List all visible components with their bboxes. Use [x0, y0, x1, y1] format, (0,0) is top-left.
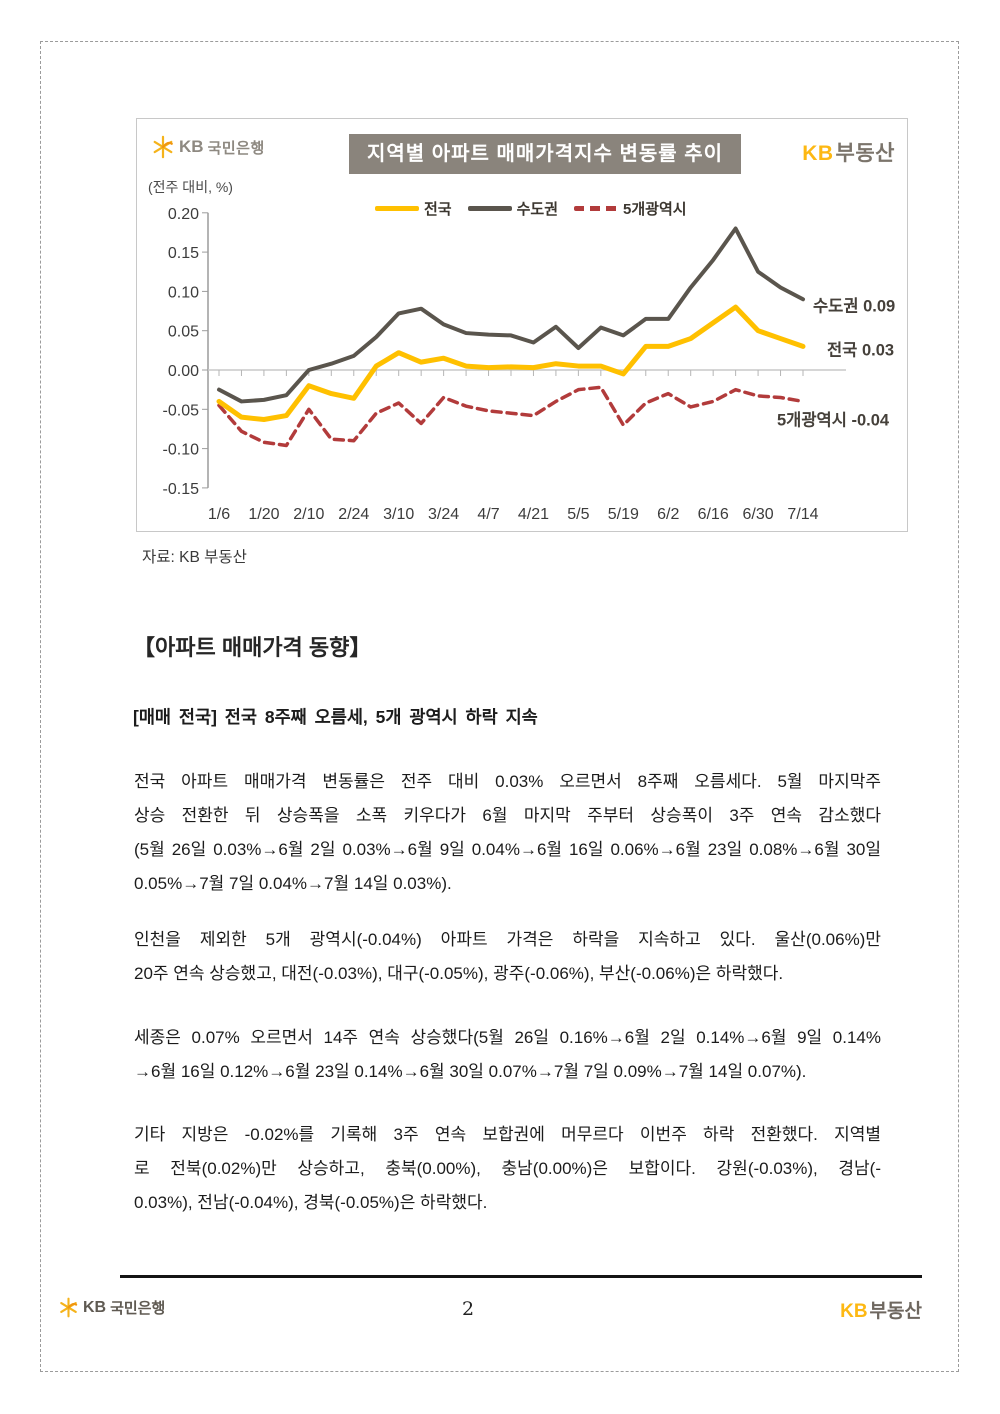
- legend-label-gwangyeoksi: 5개광역시: [623, 201, 687, 218]
- paragraph-line: 로 전북(0.02%)만 상승하고, 충북(0.00%), 충남(0.00%)은…: [134, 1159, 881, 1178]
- footer-rule: [120, 1275, 922, 1278]
- footer-kb-realestate-logo: KB 부동산: [840, 1296, 922, 1323]
- series-end-label: 수도권 0.09: [813, 296, 895, 315]
- paragraph-line: 기타 지방은 -0.02%를 기록해 3주 연속 보합권에 머무르다 이번주 하…: [134, 1125, 881, 1144]
- y-tick-label: -0.05: [163, 402, 200, 419]
- legend-swatch-sudogwon: [467, 206, 512, 211]
- bank-logo-kb: KB: [179, 137, 204, 156]
- y-tick-label: 0.10: [168, 284, 199, 301]
- footer-kb-bank-logo: KB 국민은행: [58, 1297, 165, 1318]
- y-tick-label: 0.00: [168, 363, 199, 380]
- kb-star-icon: [151, 135, 175, 159]
- y-tick-label: -0.15: [163, 481, 200, 498]
- x-tick-label: 6/16: [698, 506, 729, 523]
- chart-unit-label: (전주 대비, %): [148, 179, 233, 195]
- x-tick-label: 1/6: [208, 506, 230, 523]
- x-tick-label: 6/2: [657, 506, 679, 523]
- section-heading: 【아파트 매매가격 동향】: [133, 635, 372, 660]
- legend-label-jeonguk: 전국: [424, 201, 452, 218]
- legend-swatch-gwangyeoksi: [574, 206, 619, 211]
- footer-bank-logo-kb: KB: [83, 1298, 107, 1316]
- series-line-2: [217, 385, 805, 448]
- brand-logo-suffix: 부동산: [835, 142, 895, 165]
- page-number: 2: [461, 1298, 475, 1320]
- bank-logo-name: 국민은행: [207, 139, 265, 157]
- article-subheading: [매매 전국] 전국 8주째 오름세, 5개 광역시 하락 지속: [133, 707, 538, 727]
- paragraph-sejong: 세종은 0.07% 오르면서 14주 연속 상승했다(5월 26일 0.16%→…: [134, 1021, 881, 1089]
- paragraph-line: 세종은 0.07% 오르면서 14주 연속 상승했다(5월 26일 0.16%→…: [134, 1028, 881, 1047]
- brand-logo-kb: KB: [802, 142, 834, 165]
- chart-title: 지역별 아파트 매매가격지수 변동률 추이: [349, 134, 741, 174]
- paragraph-national-trend: 전국 아파트 매매가격 변동률은 전주 대비 0.03% 오르면서 8주째 오름…: [134, 765, 881, 901]
- paragraph-line: 상승 전환한 뒤 상승폭을 소폭 키우다가 6월 마지막 주부터 상승폭이 3주…: [134, 806, 881, 825]
- paragraph-line: 20주 연속 상승했고, 대전(-0.03%), 대구(-0.05%), 광주(…: [134, 964, 784, 983]
- legend-swatch-jeonguk: [375, 206, 419, 211]
- legend-label-sudogwon: 수도권: [516, 201, 559, 218]
- chart-legend: 전국 수도권 5개광역시: [375, 198, 687, 219]
- kb-realestate-logo: KB부동산: [802, 137, 895, 167]
- x-tick-label: 1/20: [248, 506, 279, 523]
- kb-bank-logo: KB 국민은행: [151, 135, 265, 159]
- x-tick-label: 7/14: [787, 506, 818, 523]
- page-border: [40, 41, 959, 1372]
- legend-item-sudogwon: 수도권: [467, 198, 559, 219]
- x-tick-label: 3/10: [383, 506, 414, 523]
- series-end-label: 전국 0.03: [827, 340, 894, 359]
- paragraph-line: →6월 16일 0.12%→6월 23일 0.14%→6월 30일 0.07%→…: [134, 1062, 807, 1081]
- series-line-1: [217, 226, 805, 404]
- footer-brand-logo-kb: KB: [840, 1301, 868, 1322]
- x-tick-label: 6/30: [743, 506, 774, 523]
- y-axis: 0.20 0.15 0.10 0.05 0.00 -0.05 -0.10 -0.15: [163, 206, 209, 498]
- price-index-line-chart: 0.20 0.15 0.10 0.05 0.00 -0.05 -0.10 -0.15 1/6 1/…: [163, 206, 896, 523]
- paragraph-line: (5월 26일 0.03%→6월 2일 0.03%→6월 9일 0.04%→6월…: [134, 840, 881, 859]
- paragraph-other-regions: 기타 지방은 -0.02%를 기록해 3주 연속 보합권에 머무르다 이번주 하…: [134, 1118, 881, 1220]
- chart-card: KB 국민은행 지역별 아파트 매매가격지수 변동률 추이 KB부동산 (전주 대…: [136, 118, 908, 532]
- x-tick-label: 4/21: [518, 506, 549, 523]
- footer-bank-logo-name: 국민은행: [110, 1300, 166, 1317]
- paragraph-line: 0.03%), 전남(-0.04%), 경북(-0.05%)은 하락했다.: [134, 1193, 488, 1212]
- series-end-label: 5개광역시 -0.04: [777, 410, 890, 429]
- x-tick-label: 2/24: [338, 506, 369, 523]
- y-tick-label: -0.10: [163, 442, 200, 459]
- paragraph-line: 인천을 제외한 5개 광역시(-0.04%) 아파트 가격은 하락을 지속하고 …: [134, 930, 881, 949]
- paragraph-line: 0.05%→7월 7일 0.04%→7월 14일 0.03%).: [134, 874, 452, 893]
- x-tick-label: 5/5: [567, 506, 589, 523]
- x-tick-label: 2/10: [293, 506, 324, 523]
- legend-item-gwangyeoksi: 5개광역시: [574, 198, 687, 219]
- x-tick-label: 4/7: [477, 506, 499, 523]
- x-tick-label: 3/24: [428, 506, 459, 523]
- x-tick-label: 5/19: [608, 506, 639, 523]
- chart-source-note: 자료: KB 부동산: [142, 549, 247, 566]
- y-tick-label: 0.05: [168, 324, 199, 341]
- y-tick-label: 0.15: [168, 245, 199, 262]
- footer-brand-logo-suffix: 부동산: [869, 1301, 922, 1322]
- paragraph-metro-cities: 인천을 제외한 5개 광역시(-0.04%) 아파트 가격은 하락을 지속하고 …: [134, 923, 881, 991]
- kb-star-icon: [58, 1297, 79, 1318]
- paragraph-line: 전국 아파트 매매가격 변동률은 전주 대비 0.03% 오르면서 8주째 오름…: [134, 772, 881, 791]
- legend-item-jeonguk: 전국: [375, 198, 452, 219]
- series-line-0: [216, 304, 806, 423]
- y-tick-label: 0.20: [168, 206, 199, 223]
